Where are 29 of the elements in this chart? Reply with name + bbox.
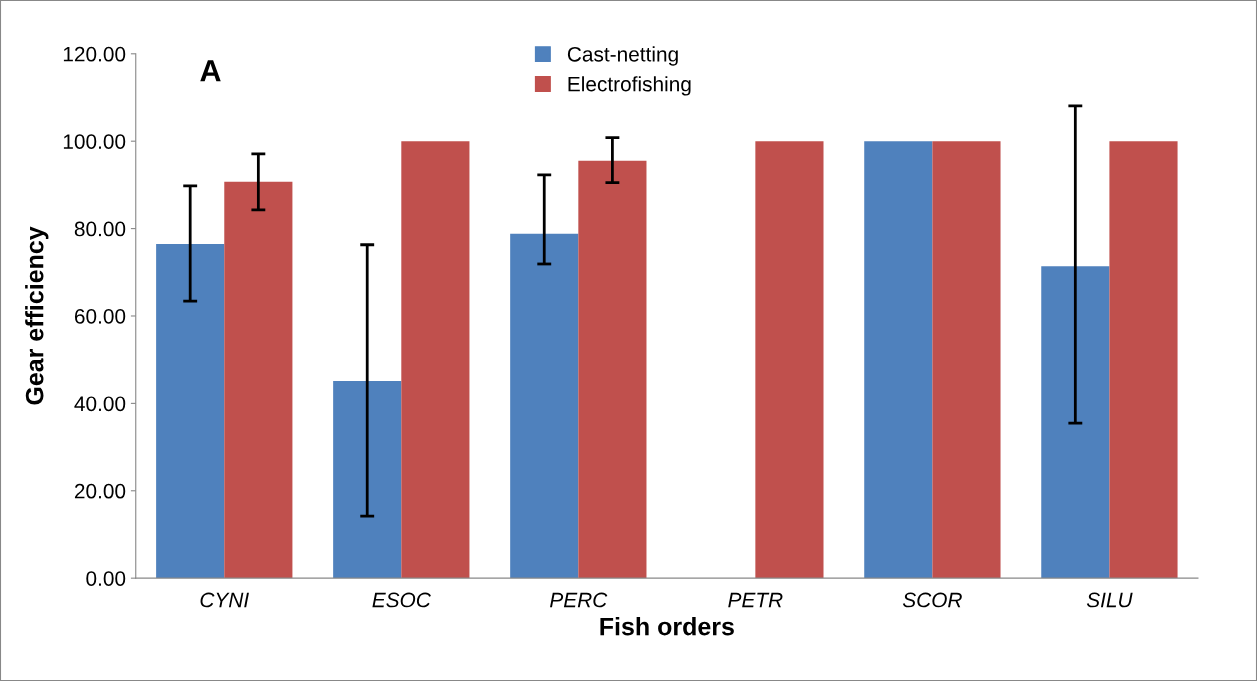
x-tick-label: CYNI <box>200 592 249 608</box>
bar <box>156 243 225 579</box>
bar <box>864 141 933 579</box>
y-tick-label: 80.00 <box>74 221 126 237</box>
y-tick-label: 0.00 <box>86 571 126 586</box>
bar <box>401 141 470 579</box>
bar <box>333 381 402 579</box>
y-tick-label: 100.00 <box>63 134 126 149</box>
bar <box>932 141 1001 579</box>
bar <box>510 233 579 579</box>
legend-label: Electrofishing <box>568 76 691 96</box>
bar <box>755 141 824 579</box>
x-tick-label: SCOR <box>902 592 962 608</box>
bar <box>578 160 647 579</box>
y-tick-label: 120.00 <box>63 46 126 62</box>
x-tick-label: ESOC <box>372 592 431 608</box>
x-tick-label: SILU <box>1086 592 1133 608</box>
y-tick-label: 60.00 <box>74 308 126 324</box>
bar <box>224 181 293 579</box>
x-tick-label: PERC <box>550 592 608 608</box>
y-axis-title: Gear efficiency <box>25 226 49 405</box>
chart-title: A <box>200 60 221 82</box>
x-tick-label: PETR <box>728 592 783 608</box>
legend-label: Cast-netting <box>567 46 678 66</box>
x-axis-title: Fish orders <box>600 617 734 636</box>
bar <box>1041 266 1110 579</box>
y-tick-label: 40.00 <box>74 396 126 412</box>
bar <box>1109 141 1178 579</box>
y-tick-label: 20.00 <box>74 483 126 499</box>
